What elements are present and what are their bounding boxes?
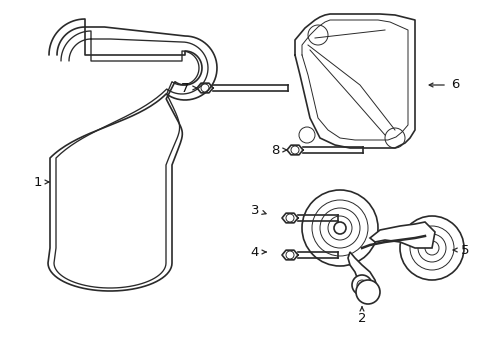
Circle shape	[327, 216, 351, 240]
Circle shape	[311, 200, 367, 256]
Circle shape	[307, 25, 327, 45]
Circle shape	[424, 241, 438, 255]
Circle shape	[333, 222, 346, 234]
Text: 2: 2	[357, 311, 366, 324]
Text: 7: 7	[181, 81, 189, 94]
Circle shape	[417, 234, 445, 262]
Text: 6: 6	[450, 78, 458, 91]
Circle shape	[285, 251, 293, 259]
Circle shape	[290, 146, 298, 154]
Text: 5: 5	[460, 243, 468, 256]
Circle shape	[298, 127, 314, 143]
Circle shape	[319, 208, 359, 248]
Circle shape	[285, 214, 293, 222]
Circle shape	[355, 280, 379, 304]
Circle shape	[302, 190, 377, 266]
Circle shape	[351, 275, 371, 295]
Text: 3: 3	[250, 203, 259, 216]
Polygon shape	[369, 222, 434, 248]
Circle shape	[409, 226, 453, 270]
Polygon shape	[347, 252, 377, 295]
Circle shape	[384, 128, 404, 148]
Circle shape	[356, 280, 366, 290]
Text: 4: 4	[250, 246, 259, 258]
Circle shape	[201, 84, 208, 92]
Text: 8: 8	[270, 144, 279, 157]
Text: 1: 1	[34, 175, 42, 189]
Circle shape	[399, 216, 463, 280]
